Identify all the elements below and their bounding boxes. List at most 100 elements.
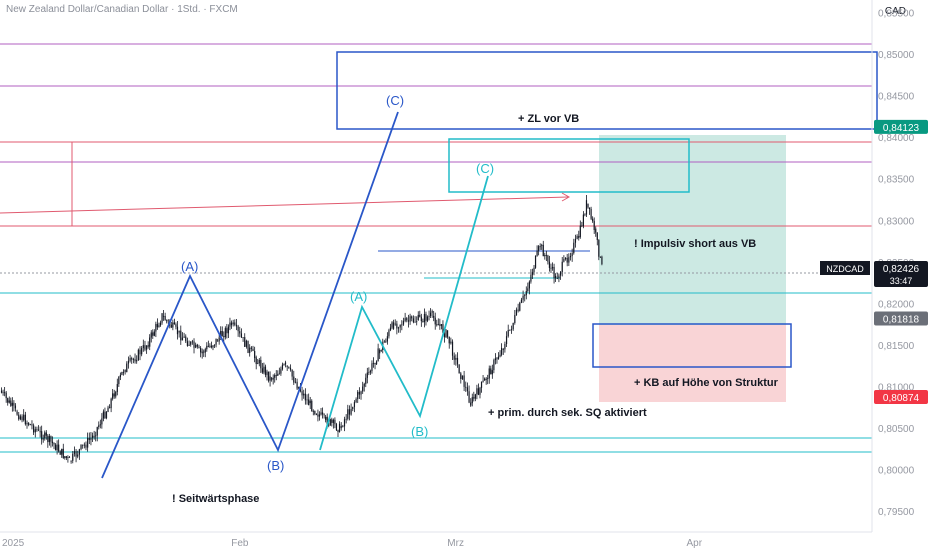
wave-blue <box>101 111 399 479</box>
candle-body <box>522 295 524 300</box>
candle-body <box>204 349 206 353</box>
candle-body <box>365 377 367 384</box>
candle-body <box>245 340 247 347</box>
y-tick-label: 0,83000 <box>878 216 915 227</box>
candle-body <box>150 332 152 338</box>
candle-body <box>584 214 586 216</box>
candle-body <box>563 258 565 262</box>
candle-body <box>332 419 334 423</box>
note-zl-vor-vb: + ZL vor VB <box>518 113 579 125</box>
candle-body <box>362 386 364 392</box>
candle-body <box>144 345 146 350</box>
candle-body <box>185 336 187 342</box>
candle-body <box>434 317 436 325</box>
candle-body <box>14 405 17 409</box>
candle-body <box>173 322 175 325</box>
candle-body <box>391 322 393 328</box>
candle-body <box>64 456 66 459</box>
candle-body <box>548 261 551 268</box>
candle-body <box>453 355 455 360</box>
candle-body <box>209 345 211 347</box>
candle-body <box>530 274 532 282</box>
candle-body <box>224 328 226 338</box>
currency-label: CAD <box>884 6 906 17</box>
candle-body <box>132 359 134 360</box>
red-arrow-head <box>561 192 571 202</box>
blue-box-bottom <box>592 323 792 368</box>
candle-body <box>220 330 222 338</box>
candle-body <box>463 375 465 387</box>
candle-body <box>203 351 205 353</box>
candle-body <box>166 320 168 322</box>
price-tag: 0,81818 <box>883 315 920 326</box>
candle-body <box>527 288 529 292</box>
candle-body <box>442 324 444 334</box>
candle-body <box>579 225 581 237</box>
candle-body <box>11 402 13 406</box>
candle-body <box>576 235 578 239</box>
candle-body <box>309 400 311 404</box>
candle-body <box>221 330 223 337</box>
candle-body <box>550 267 552 269</box>
candle-body <box>479 387 481 395</box>
candle-body <box>229 322 231 327</box>
candle-body <box>407 320 410 322</box>
candle-body <box>193 341 195 348</box>
candle-body <box>58 444 60 452</box>
candle-body <box>386 336 388 342</box>
candle-body <box>371 363 373 372</box>
candle-body <box>533 267 535 273</box>
candle-body <box>2 392 4 394</box>
candle-body <box>426 316 429 321</box>
y-tick-label: 0,81000 <box>878 383 915 394</box>
candle-body <box>428 315 430 317</box>
candle-body <box>239 331 241 334</box>
candle-body <box>67 456 69 458</box>
candle-body <box>207 345 209 347</box>
candle-body <box>392 322 395 329</box>
candle-body <box>397 327 400 329</box>
candle-body <box>321 412 324 415</box>
candle-body <box>353 402 356 407</box>
candle-body <box>244 337 246 347</box>
candle-body <box>368 372 370 374</box>
candle-body <box>561 261 563 273</box>
candle-body <box>431 311 433 313</box>
candle-body <box>206 345 208 350</box>
candle-body <box>33 425 35 433</box>
price-candles <box>0 194 603 464</box>
candle-body <box>45 432 47 436</box>
candle-body <box>242 337 244 338</box>
candle-body <box>536 250 538 256</box>
y-tick-label: 0,84500 <box>878 92 915 103</box>
x-tick-label: Feb <box>231 538 249 549</box>
candle-body <box>528 281 530 289</box>
candle-body <box>142 345 144 349</box>
candle-body <box>98 425 100 428</box>
candle-body <box>28 422 30 425</box>
note-seitwaerts: ! Seitwärtsphase <box>172 493 259 505</box>
candle-body <box>510 329 513 331</box>
candle-body <box>7 398 9 403</box>
candle-body <box>329 419 331 425</box>
candle-body <box>328 424 330 426</box>
candle-body <box>230 322 233 326</box>
wave-label-a1: (A) <box>181 259 198 274</box>
candle-body <box>383 341 385 343</box>
candle-body <box>482 380 484 382</box>
candle-body <box>110 398 112 409</box>
candle-body <box>61 448 63 455</box>
candle-body <box>539 246 541 248</box>
candle-body <box>210 345 213 348</box>
candle-body <box>90 437 92 440</box>
candle-body <box>18 414 20 420</box>
y-axis-ticks: 0,79500 0,80000 0,80500 0,81000 0,81500 0,820… <box>878 8 915 518</box>
candle-body <box>443 333 446 338</box>
candle-body <box>451 341 454 356</box>
candle-body <box>87 437 89 448</box>
candle-body <box>312 411 314 412</box>
candle-body <box>488 368 490 379</box>
candle-body <box>569 256 572 258</box>
